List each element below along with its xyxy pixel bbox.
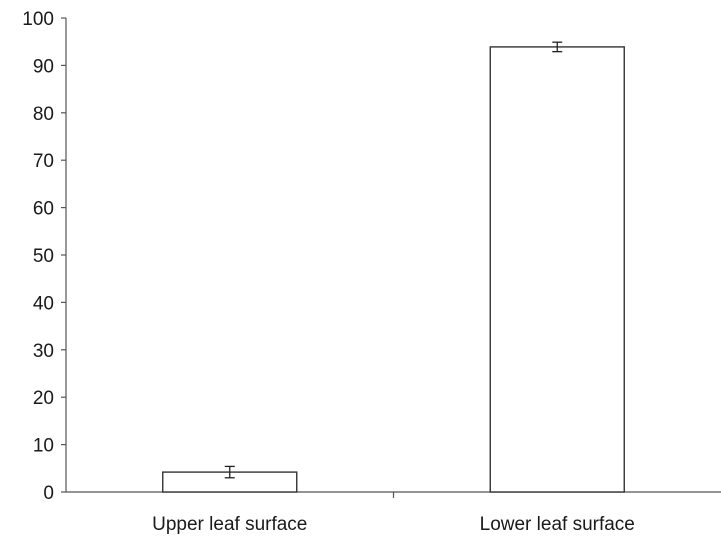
category-label: Lower leaf surface — [480, 514, 635, 535]
y-tick-label: 70 — [33, 151, 54, 172]
y-tick-label: 60 — [33, 199, 54, 220]
y-tick-label: 0 — [43, 483, 54, 504]
y-tick-label: 40 — [33, 293, 54, 314]
y-tick-label: 20 — [33, 388, 54, 409]
error-bars — [224, 41, 563, 479]
bar — [489, 46, 625, 493]
y-tick-label: 50 — [33, 246, 54, 267]
y-tick-label: 30 — [33, 341, 54, 362]
y-tick-label: 100 — [22, 9, 54, 30]
bars — [162, 46, 625, 493]
y-tick-label: 10 — [33, 436, 54, 457]
y-axis-ticks: 0 10 20 30 40 50 60 70 80 90 100 — [22, 9, 66, 504]
x-axis — [66, 491, 721, 498]
category-label: Upper leaf surface — [152, 514, 307, 535]
y-tick-label: 80 — [33, 104, 54, 125]
y-tick-label: 90 — [33, 56, 54, 77]
category-labels: Upper leaf surface Lower leaf surface — [152, 514, 635, 535]
